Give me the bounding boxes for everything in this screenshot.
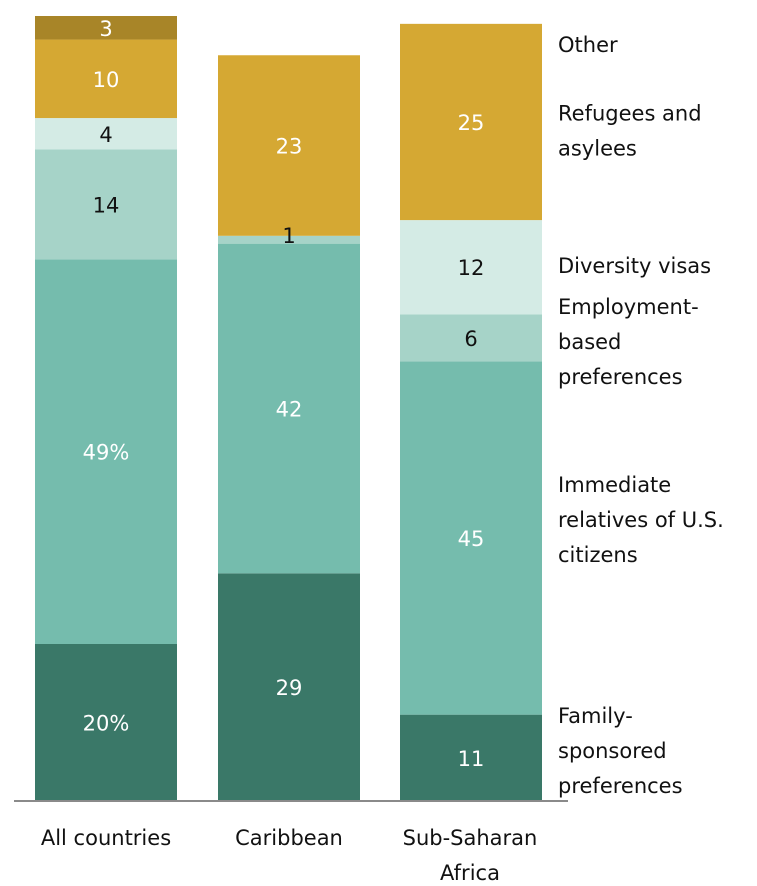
segment-labels-layer: 20% 49% 14 4 10 3 29 42 1 23 11 45 6 12 25 bbox=[83, 17, 485, 771]
legend-label-immediate-relatives-of-u-s-citizens-line-2: relatives of U.S. bbox=[558, 508, 724, 532]
bar-segment-sub-saharan-africa-family-sponsored-preferences bbox=[400, 714, 542, 801]
category-label-sub-saharan-africa-line-1: Sub-Saharan bbox=[403, 826, 538, 850]
bar-segment-sub-saharan-africa-immediate-relatives-of-u-s-citizens bbox=[400, 361, 542, 715]
data-label-caribbean-employment-based-preferences: 1 bbox=[282, 224, 295, 248]
category-label-sub-saharan-africa-line-2: Africa bbox=[440, 861, 500, 885]
legend-label-employment-based-preferences-line-3: preferences bbox=[558, 365, 683, 389]
data-label-caribbean-refugees-and-asylees: 23 bbox=[276, 135, 303, 159]
data-label-sub-saharan-africa-employment-based-preferences: 6 bbox=[464, 327, 477, 351]
legend-label-immediate-relatives-of-u-s-citizens-line-1: Immediate bbox=[558, 473, 671, 497]
category-label-all-countries: All countries bbox=[41, 826, 171, 850]
data-label-all-countries-diversity-visas: 4 bbox=[99, 123, 112, 147]
bar-segment-all-countries-refugees-and-asylees bbox=[35, 39, 177, 119]
data-label-caribbean-immediate-relatives-of-u-s-citizens: 42 bbox=[276, 398, 303, 422]
data-label-sub-saharan-africa-family-sponsored-preferences: 11 bbox=[458, 747, 485, 771]
legend: Family-sponsored preferences Immediate rela… bbox=[558, 33, 724, 798]
data-label-sub-saharan-africa-diversity-visas: 12 bbox=[458, 256, 485, 280]
bar-segment-caribbean-immediate-relatives-of-u-s-citizens bbox=[218, 243, 360, 574]
category-labels-layer: All countries Caribbean Sub-Saharan Africa bbox=[41, 826, 538, 885]
category-label-caribbean: Caribbean bbox=[235, 826, 343, 850]
bar-segment-all-countries-family-sponsored-preferences bbox=[35, 644, 177, 801]
legend-label-refugees-and-asylees-line-1: Refugees and bbox=[558, 102, 702, 126]
bar-segment-sub-saharan-africa-employment-based-preferences bbox=[400, 314, 542, 362]
legend-label-family-sponsored-preferences-line-2: sponsored bbox=[558, 739, 667, 763]
legend-label-other: Other bbox=[558, 33, 618, 57]
data-label-all-countries-employment-based-preferences: 14 bbox=[93, 193, 120, 217]
legend-label-family-sponsored-preferences-line-3: preferences bbox=[558, 774, 683, 798]
legend-label-refugees-and-asylees-line-2: asylees bbox=[558, 137, 637, 161]
legend-label-employment-based-preferences-line-1: Employment- bbox=[558, 295, 699, 319]
bar-segment-sub-saharan-africa-diversity-visas bbox=[400, 220, 542, 315]
bar-segment-all-countries-employment-based-preferences bbox=[35, 149, 177, 260]
bars-layer bbox=[35, 16, 542, 801]
data-label-all-countries-family-sponsored-preferences: 20% bbox=[83, 712, 130, 736]
bar-segment-all-countries-immediate-relatives-of-u-s-citizens bbox=[35, 259, 177, 644]
bar-segment-caribbean-family-sponsored-preferences bbox=[218, 573, 360, 801]
bar-segment-all-countries-diversity-visas bbox=[35, 118, 177, 150]
legend-label-immediate-relatives-of-u-s-citizens-line-3: citizens bbox=[558, 543, 638, 567]
legend-label-family-sponsored-preferences-line-1: Family- bbox=[558, 704, 633, 728]
data-label-all-countries-other: 3 bbox=[99, 17, 112, 41]
data-label-caribbean-family-sponsored-preferences: 29 bbox=[276, 676, 303, 700]
bar-segment-sub-saharan-africa-refugees-and-asylees bbox=[400, 23, 542, 221]
bar-segment-caribbean-employment-based-preferences bbox=[218, 235, 360, 244]
data-label-all-countries-immediate-relatives-of-u-s-citizens: 49% bbox=[83, 441, 130, 465]
legend-label-employment-based-preferences-line-2: based bbox=[558, 330, 621, 354]
bar-segment-caribbean-refugees-and-asylees bbox=[218, 55, 360, 236]
legend-label-diversity-visas: Diversity visas bbox=[558, 254, 711, 278]
data-label-sub-saharan-africa-immediate-relatives-of-u-s-citizens: 45 bbox=[458, 527, 485, 551]
bar-segment-all-countries-other bbox=[35, 16, 177, 40]
data-label-all-countries-refugees-and-asylees: 10 bbox=[93, 68, 120, 92]
data-label-sub-saharan-africa-refugees-and-asylees: 25 bbox=[458, 111, 485, 135]
